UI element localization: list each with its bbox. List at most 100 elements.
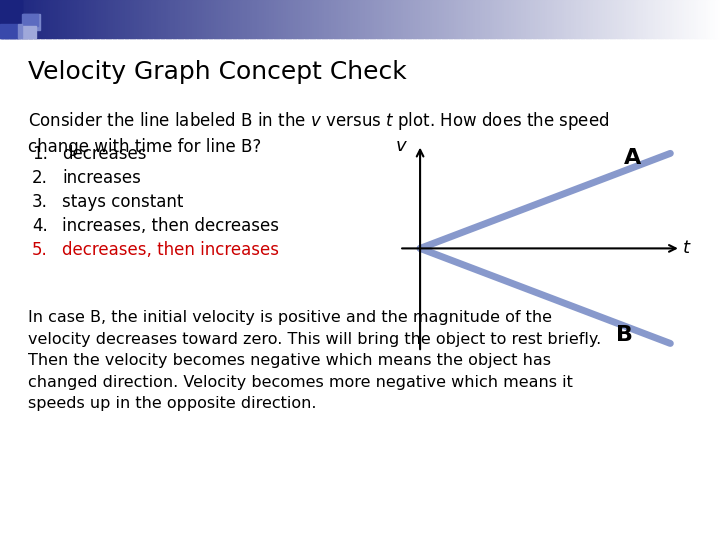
Bar — [5, 0, 8, 38]
Bar — [372, 0, 375, 38]
Bar — [187, 0, 191, 38]
Bar — [653, 0, 656, 38]
Bar — [482, 0, 486, 38]
Bar — [612, 0, 616, 38]
Bar — [614, 0, 618, 38]
Bar — [698, 0, 702, 38]
Bar — [552, 0, 555, 38]
Bar — [686, 0, 690, 38]
Bar — [468, 0, 472, 38]
Bar — [408, 0, 411, 38]
Bar — [595, 0, 598, 38]
Bar — [480, 0, 483, 38]
Bar — [2, 0, 6, 38]
Bar — [0, 0, 22, 24]
Bar — [379, 0, 382, 38]
Bar — [274, 0, 277, 38]
Bar — [254, 0, 258, 38]
Bar — [463, 0, 467, 38]
Bar — [281, 0, 284, 38]
Bar — [549, 0, 553, 38]
Bar — [175, 0, 179, 38]
Bar — [475, 0, 479, 38]
Bar — [434, 0, 438, 38]
Bar — [48, 0, 51, 38]
Bar — [99, 0, 102, 38]
Bar — [540, 0, 544, 38]
Bar — [79, 0, 83, 38]
Bar — [396, 0, 400, 38]
Text: increases, then decreases: increases, then decreases — [62, 217, 279, 235]
Bar — [228, 0, 231, 38]
Bar — [701, 0, 704, 38]
Bar — [67, 0, 71, 38]
Bar — [7, 0, 11, 38]
Bar — [682, 0, 685, 38]
Bar — [214, 0, 217, 38]
Bar — [446, 0, 450, 38]
Bar — [295, 0, 299, 38]
Bar — [305, 0, 308, 38]
Bar — [437, 0, 440, 38]
Bar — [257, 0, 260, 38]
Bar — [14, 0, 18, 38]
Bar — [389, 0, 392, 38]
Text: In case B, the initial velocity is positive and the magnitude of the
velocity de: In case B, the initial velocity is posit… — [28, 310, 601, 411]
Bar — [312, 0, 315, 38]
Bar — [449, 0, 452, 38]
Bar — [182, 0, 186, 38]
Bar — [19, 0, 22, 38]
Bar — [110, 0, 114, 38]
Bar — [211, 0, 215, 38]
Bar — [225, 0, 229, 38]
Bar — [413, 0, 416, 38]
Bar — [578, 0, 582, 38]
Bar — [108, 0, 112, 38]
Bar — [137, 0, 140, 38]
Bar — [65, 0, 68, 38]
Text: decreases, then increases: decreases, then increases — [62, 241, 279, 259]
Bar — [657, 0, 661, 38]
Bar — [199, 0, 202, 38]
Bar — [180, 0, 184, 38]
Bar — [631, 0, 634, 38]
Bar — [63, 0, 66, 38]
Bar — [115, 0, 119, 38]
Text: Consider the line labeled B in the $v$ versus $t$ plot. How does the speed
chang: Consider the line labeled B in the $v$ v… — [28, 110, 609, 156]
Bar — [643, 0, 647, 38]
Bar — [571, 0, 575, 38]
Bar — [706, 0, 709, 38]
Bar — [360, 0, 364, 38]
Bar — [667, 0, 670, 38]
Text: 5.: 5. — [32, 241, 48, 259]
Bar — [77, 0, 80, 38]
Text: B: B — [616, 325, 633, 345]
Bar — [89, 0, 92, 38]
Text: $t$: $t$ — [683, 239, 692, 258]
Bar — [374, 0, 378, 38]
Bar — [691, 0, 695, 38]
Bar — [711, 0, 714, 38]
Bar — [247, 0, 251, 38]
Bar — [353, 0, 356, 38]
Bar — [365, 0, 368, 38]
Bar — [689, 0, 692, 38]
Bar — [425, 0, 428, 38]
Bar — [149, 0, 152, 38]
Bar — [259, 0, 263, 38]
Bar — [17, 0, 20, 38]
Bar — [252, 0, 256, 38]
Bar — [351, 0, 354, 38]
Bar — [538, 0, 541, 38]
Bar — [459, 0, 462, 38]
Bar — [202, 0, 205, 38]
Bar — [178, 0, 181, 38]
Bar — [583, 0, 587, 38]
Bar — [581, 0, 584, 38]
Bar — [506, 0, 510, 38]
Bar — [562, 0, 565, 38]
Text: 4.: 4. — [32, 217, 48, 235]
Bar — [554, 0, 558, 38]
Bar — [216, 0, 220, 38]
Bar — [708, 0, 711, 38]
